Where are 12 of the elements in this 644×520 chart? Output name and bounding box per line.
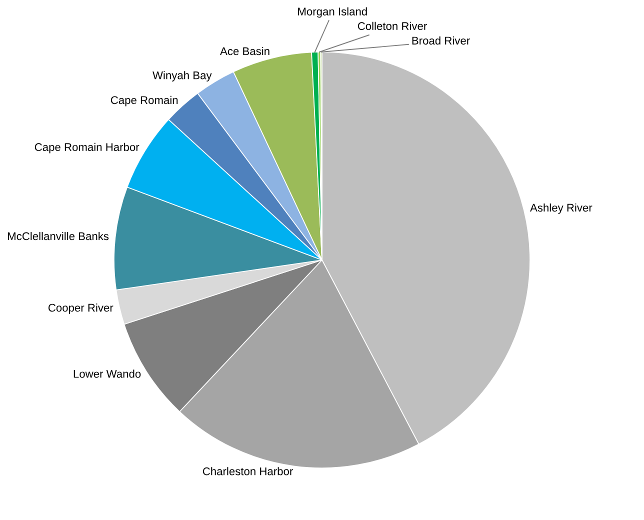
slice-label: Cape Romain xyxy=(110,96,178,106)
slice-label: Winyah Bay xyxy=(152,71,212,82)
slice-label: Lower Wando xyxy=(74,370,141,378)
slice-label: Cape Romain Harbor xyxy=(34,142,140,154)
slice-label: Charleston Harbor xyxy=(202,467,293,476)
slice-label: McClellanville Banks xyxy=(8,232,109,240)
slice-label: Ace Basin xyxy=(220,46,270,56)
slice-label: Broad River xyxy=(412,36,470,45)
slice-label: Cooper River xyxy=(48,304,114,314)
slice-label: Colleton River xyxy=(358,22,427,30)
slice-label: Morgan Island xyxy=(298,7,367,18)
slice-label: Ashley River xyxy=(530,204,592,214)
